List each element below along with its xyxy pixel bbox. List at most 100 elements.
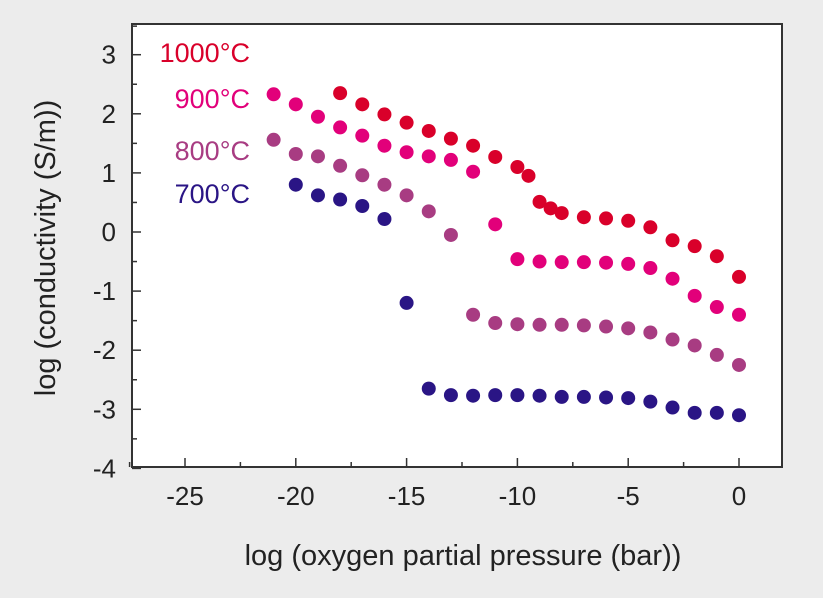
data-point [488, 316, 503, 331]
data-point [621, 321, 636, 336]
data-point [687, 288, 702, 303]
data-point [576, 210, 591, 225]
data-point [554, 389, 569, 404]
data-point [554, 206, 569, 221]
data-point [488, 217, 503, 232]
data-point [532, 254, 547, 269]
data-point [399, 115, 414, 130]
x-tick-label: -10 [499, 481, 537, 511]
data-point [709, 347, 724, 362]
data-point [576, 255, 591, 270]
data-point [488, 149, 503, 164]
legend-label-700c: 700°C [175, 179, 250, 209]
data-point [355, 128, 370, 143]
y-tick-label: -3 [93, 394, 116, 424]
y-axis-title: log (conductivity (S/m)) [30, 100, 62, 397]
data-point [421, 381, 436, 396]
data-point [665, 332, 680, 347]
data-point [288, 146, 303, 161]
data-point [421, 123, 436, 138]
data-point [687, 239, 702, 254]
y-tick-label: -4 [93, 453, 116, 483]
data-point [621, 256, 636, 271]
data-point [543, 201, 558, 216]
data-point [510, 159, 525, 174]
data-point [288, 97, 303, 112]
data-point [510, 252, 525, 267]
data-point [399, 188, 414, 203]
x-tick-label: -5 [617, 481, 640, 511]
data-point [621, 213, 636, 228]
data-point [643, 325, 658, 340]
data-point [310, 149, 325, 164]
data-point [310, 109, 325, 124]
x-tick-label: -20 [277, 481, 315, 511]
data-point [510, 317, 525, 332]
y-tick-label: 1 [102, 158, 116, 188]
data-point [643, 261, 658, 276]
series-800c [266, 132, 746, 372]
y-tick-label: 3 [102, 40, 116, 70]
data-point [421, 149, 436, 164]
data-point [466, 388, 481, 403]
data-point [333, 192, 348, 207]
data-point [599, 390, 614, 405]
x-tick-label: -25 [166, 481, 204, 511]
data-point [709, 249, 724, 264]
data-point [532, 388, 547, 403]
y-tick-label: -2 [93, 335, 116, 365]
data-point [599, 211, 614, 226]
legend-label-800c: 800°C [175, 136, 250, 166]
data-point [333, 158, 348, 173]
data-point [732, 307, 746, 322]
legend-label-1000c: 1000°C [160, 38, 250, 68]
data-point [621, 391, 636, 406]
legend-label-900c: 900°C [175, 84, 250, 114]
series-900c [266, 87, 746, 322]
data-point [732, 269, 746, 284]
data-point [421, 204, 436, 219]
data-point [532, 194, 547, 209]
series-700c [288, 177, 746, 423]
y-tick-label: -1 [93, 276, 116, 306]
data-point [466, 138, 481, 153]
data-point [333, 86, 348, 101]
data-point [576, 318, 591, 333]
data-point [687, 405, 702, 420]
data-point [521, 168, 536, 183]
data-point [732, 408, 746, 423]
x-tick-label: -15 [388, 481, 426, 511]
data-point [554, 255, 569, 270]
y-tick-label: 2 [102, 99, 116, 129]
data-point [443, 131, 458, 146]
y-tick-label: 0 [102, 217, 116, 247]
data-point [333, 120, 348, 135]
data-point [266, 132, 281, 147]
data-point [732, 357, 746, 372]
data-point [466, 164, 481, 179]
data-point [355, 97, 370, 112]
data-point [599, 319, 614, 334]
data-point [665, 271, 680, 286]
x-axis-title: log (oxygen partial pressure (bar)) [245, 540, 682, 572]
data-point [709, 300, 724, 315]
data-point [399, 145, 414, 160]
data-point [377, 177, 392, 192]
data-point [709, 405, 724, 420]
data-point [443, 152, 458, 167]
data-point [377, 138, 392, 153]
data-point [532, 317, 547, 332]
data-point [643, 394, 658, 409]
series-1000c [333, 86, 746, 284]
data-point [665, 233, 680, 248]
data-point [510, 388, 525, 403]
data-point [377, 107, 392, 122]
data-point [576, 389, 591, 404]
data-point [687, 338, 702, 353]
data-point [466, 307, 481, 322]
data-point [443, 388, 458, 403]
data-point [443, 227, 458, 242]
data-point [643, 220, 658, 235]
data-point [377, 211, 392, 226]
